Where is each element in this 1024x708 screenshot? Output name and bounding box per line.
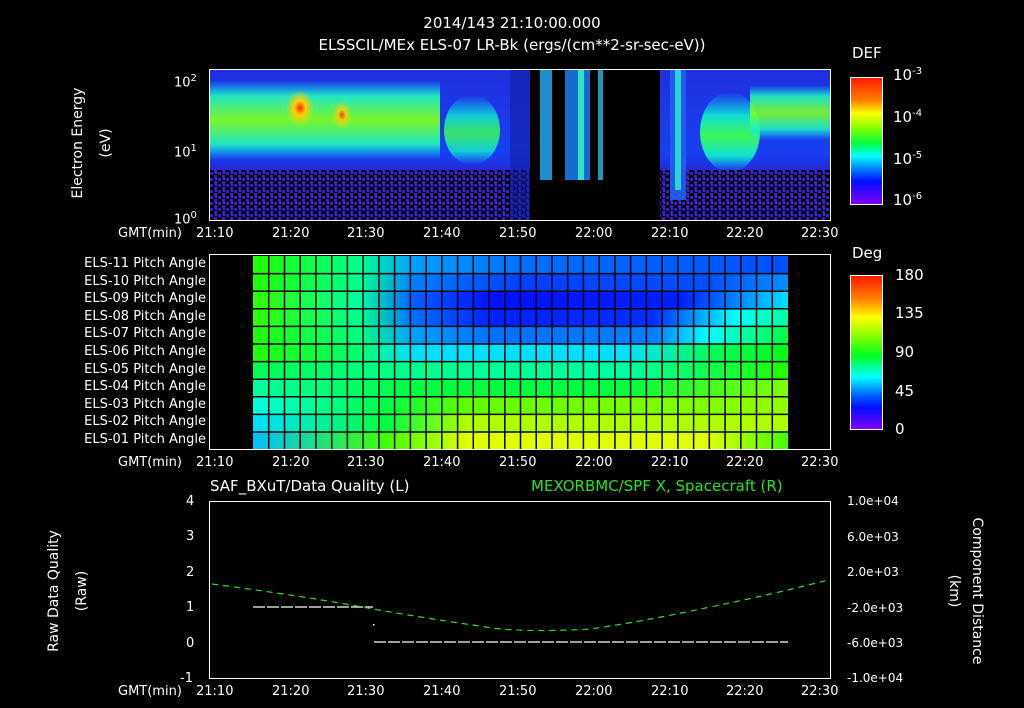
pitch-row-labels: ELS-11 Pitch Angle ELS-10 Pitch Angle EL…: [40, 256, 206, 450]
energy-xtick: 22:20: [726, 226, 764, 241]
deg-colorbar-tick: 135: [895, 304, 924, 322]
def-colorbar-tick: 10-4: [893, 108, 923, 126]
pitch-xtick: 21:30: [347, 455, 385, 470]
pitch-angle-heatmap[interactable]: [210, 255, 830, 449]
line-xtick: 22:30: [801, 684, 839, 699]
quality-ytick: 2: [186, 565, 195, 580]
distance-ylabel-line2: (km): [946, 574, 962, 608]
pitch-xtick: 21:20: [272, 455, 310, 470]
line-xtick: 21:10: [196, 684, 234, 699]
energy-ytick-100: 102: [174, 73, 197, 91]
line-xtick: 21:20: [272, 684, 310, 699]
deg-colorbar-label: Deg: [852, 244, 883, 262]
pitch-xtick: 22:20: [726, 455, 764, 470]
energy-xlabel: GMT(min): [118, 226, 182, 241]
quality-ylabel-line1: Raw Data Quality: [46, 530, 62, 652]
quality-ytick: 1: [186, 600, 195, 615]
energy-xtick: 21:20: [272, 226, 310, 241]
deg-colorbar-tick: 0: [895, 420, 905, 438]
energy-xtick: 21:50: [499, 226, 537, 241]
distance-ytick: 1.0e+04: [847, 494, 899, 508]
distance-ytick: 2.0e+03: [847, 565, 899, 579]
pitch-row-label: ELS-04 Pitch Angle: [84, 379, 206, 395]
spacecraft-title: MEXORBMC/SPF X, Spacecraft (R): [531, 477, 783, 495]
quality-ytick: 0: [186, 636, 195, 651]
line-xtick: 21:30: [347, 684, 385, 699]
def-colorbar-tick: 10-5: [893, 150, 923, 168]
pitch-xtick: 22:00: [575, 455, 613, 470]
energy-xtick: 22:00: [575, 226, 613, 241]
line-xtick: 22:10: [651, 684, 689, 699]
deg-colorbar-tick: 180: [895, 266, 924, 284]
pitch-angle-image: [253, 256, 788, 449]
pitch-row-label: ELS-07 Pitch Angle: [84, 326, 206, 342]
spectrogram-image: [210, 70, 830, 220]
line-xtick: 21:40: [423, 684, 461, 699]
energy-ytick-10: 101: [174, 143, 197, 161]
def-colorbar-tick: 10-6: [893, 191, 923, 209]
line-plot-area[interactable]: [210, 502, 830, 678]
energy-ytick-1: 100: [174, 210, 197, 228]
line-plot-frame: [209, 501, 831, 679]
pitch-xlabel: GMT(min): [118, 455, 182, 470]
energy-ylabel-line1: Electron Energy: [70, 87, 86, 199]
pitch-row-label: ELS-05 Pitch Angle: [84, 361, 206, 377]
plot-datetime: 2014/143 21:10:00.000: [423, 14, 601, 32]
deg-colorbar: [850, 275, 883, 430]
line-xtick: 22:20: [726, 684, 764, 699]
deg-colorbar-tick: 90: [895, 343, 915, 361]
quality-ytick: -1: [180, 671, 193, 686]
distance-ytick: -2.0e+03: [847, 601, 904, 615]
pitch-row-label: ELS-10 Pitch Angle: [84, 273, 206, 289]
pitch-row-label: ELS-01 Pitch Angle: [84, 431, 206, 447]
energy-xtick: 22:30: [801, 226, 839, 241]
distance-ytick: 6.0e+03: [847, 530, 899, 544]
pitch-row-label: ELS-11 Pitch Angle: [84, 256, 206, 271]
pitch-xtick: 22:30: [801, 455, 839, 470]
deg-colorbar-tick: 45: [895, 382, 915, 400]
energy-xtick: 21:40: [423, 226, 461, 241]
quality-ytick: 4: [186, 494, 195, 509]
energy-plot-frame: [209, 69, 831, 221]
distance-ytick: -6.0e+03: [847, 636, 904, 650]
pitch-row-label: ELS-02 Pitch Angle: [84, 414, 206, 430]
pitch-xtick: 21:50: [499, 455, 537, 470]
line-xtick: 22:00: [575, 684, 613, 699]
distance-ytick: -1.0e+04: [847, 671, 904, 685]
line-xtick: 21:50: [499, 684, 537, 699]
line-plot-image: [211, 579, 829, 643]
quality-title: SAF_BXuT/Data Quality (L): [210, 477, 410, 495]
def-colorbar-tick: 10-3: [893, 66, 923, 84]
energy-spectrogram[interactable]: [210, 70, 830, 220]
pitch-plot-frame: [209, 254, 831, 450]
quality-ylabel-line2: (Raw): [74, 570, 90, 612]
def-colorbar-label: DEF: [852, 44, 882, 62]
pitch-row-label: ELS-08 Pitch Angle: [84, 308, 206, 324]
def-colorbar: [850, 77, 883, 205]
pitch-xtick: 21:40: [423, 455, 461, 470]
pitch-row-label: ELS-09 Pitch Angle: [84, 291, 206, 307]
energy-ylabel: Electron Energy (eV): [28, 75, 138, 220]
pitch-xtick: 21:10: [196, 455, 234, 470]
energy-xtick: 21:10: [196, 226, 234, 241]
pitch-row-label: ELS-06 Pitch Angle: [84, 343, 206, 359]
pitch-row-label: ELS-03 Pitch Angle: [84, 396, 206, 412]
energy-ylabel-line2: (eV): [98, 128, 114, 158]
plot-subtitle: ELSSCIL/MEx ELS-07 LR-Bk (ergs/(cm**2-sr…: [318, 36, 706, 54]
pitch-xtick: 22:10: [651, 455, 689, 470]
energy-xtick: 22:10: [651, 226, 689, 241]
quality-ytick: 3: [186, 529, 195, 544]
energy-xtick: 21:30: [347, 226, 385, 241]
line-xlabel: GMT(min): [118, 684, 182, 699]
distance-ylabel-line1: Component Distance: [969, 517, 985, 665]
